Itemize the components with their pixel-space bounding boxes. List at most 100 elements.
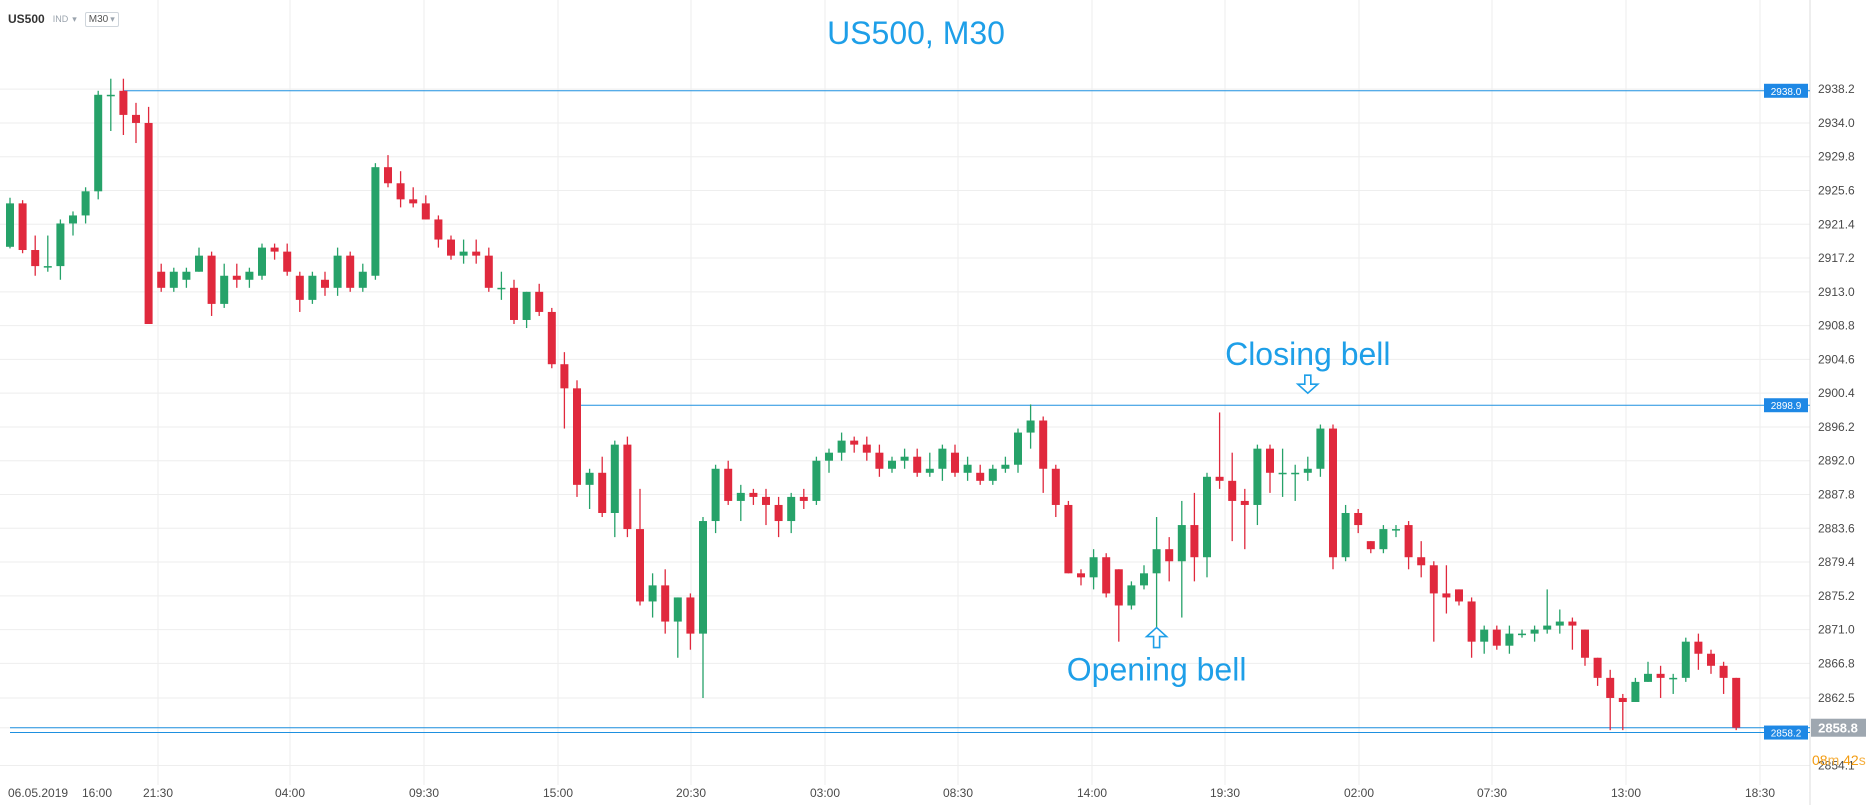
candle-bullish xyxy=(1518,629,1526,638)
candle-body xyxy=(447,239,455,256)
candle-body xyxy=(951,452,959,473)
candle-body xyxy=(749,492,758,497)
candle-body xyxy=(812,460,821,501)
candle-bullish xyxy=(258,243,266,280)
candle-bearish xyxy=(1064,500,1073,574)
candle-body xyxy=(1291,472,1300,475)
candle-body xyxy=(1039,420,1048,469)
candle-body xyxy=(938,448,947,469)
arrow-down-icon xyxy=(1295,374,1320,395)
candle-body xyxy=(333,255,342,288)
candle-bearish xyxy=(1366,541,1375,554)
candle-body xyxy=(371,167,380,276)
y-tick-label: 2875.2 xyxy=(1818,589,1855,603)
candle-body xyxy=(484,255,493,288)
candle-bearish xyxy=(661,569,670,634)
candle-body xyxy=(1719,665,1728,678)
candle-body xyxy=(1555,621,1564,626)
candle-bullish xyxy=(333,247,342,296)
y-tick-label: 2896.2 xyxy=(1818,420,1855,434)
candle-body xyxy=(1392,529,1400,531)
candle-body xyxy=(497,287,506,290)
candle-bearish xyxy=(1707,649,1715,674)
candle-bullish xyxy=(182,267,191,288)
candle-bearish xyxy=(1114,569,1123,642)
arrow-up-icon xyxy=(1144,626,1169,649)
chart-toolbar: US500 IND ▾ M30 ▾ xyxy=(8,8,119,30)
candle-body xyxy=(472,251,481,256)
candle-body xyxy=(711,468,720,522)
candle-bullish xyxy=(69,211,77,236)
candle-bullish xyxy=(900,448,909,469)
candle-body xyxy=(837,440,846,453)
x-tick-label: 04:00 xyxy=(275,786,305,800)
x-tick-label: 18:30 xyxy=(1745,786,1775,800)
chevron-down-icon: ▾ xyxy=(110,13,115,24)
candle-body xyxy=(384,167,392,184)
candle-body xyxy=(195,255,203,272)
candle-body xyxy=(825,452,833,461)
candle-body xyxy=(1114,569,1123,606)
candle-bearish xyxy=(913,448,922,477)
candle-bullish xyxy=(522,291,531,329)
y-tick-label: 2866.8 xyxy=(1818,656,1855,670)
candle-body xyxy=(1329,428,1337,558)
y-axis[interactable]: 2938.2 2934.0 2929.8 2925.6 2921.4 2917.2 2913… xyxy=(1818,82,1855,772)
candle-bullish xyxy=(736,484,745,522)
candle-body xyxy=(875,452,884,469)
candle-bearish xyxy=(1694,633,1703,670)
x-tick-label: 13:00 xyxy=(1611,786,1641,800)
candle-bullish xyxy=(938,444,947,481)
candle-body xyxy=(774,504,783,522)
candle-body xyxy=(56,223,65,267)
candle-bearish xyxy=(484,247,493,292)
candle-body xyxy=(560,364,569,389)
candle-body xyxy=(976,472,985,481)
candle-body xyxy=(169,271,178,288)
candle-body xyxy=(1568,621,1577,626)
candle-bullish xyxy=(1316,424,1325,477)
y-tick-label: 2871.0 xyxy=(1818,623,1855,637)
candle-bearish xyxy=(862,436,871,461)
candle-body xyxy=(409,199,418,204)
candle-bullish xyxy=(1681,637,1690,682)
timeframe-label: M30 xyxy=(88,13,109,25)
line-price-tag-bg xyxy=(1764,398,1808,413)
x-tick-label: 14:00 xyxy=(1077,786,1107,800)
y-tick-label: 2921.4 xyxy=(1818,217,1855,231)
candle-bearish xyxy=(1039,416,1048,493)
candle-bullish xyxy=(1291,464,1300,501)
timeframe-select[interactable]: M30 ▾ xyxy=(84,11,119,27)
candle-body xyxy=(295,275,304,300)
x-axis[interactable]: 06.05.2019 16:00 21:30 04:00 09:30 15:00 20:30… xyxy=(8,786,1775,800)
annotation-text: Opening bell xyxy=(1067,652,1247,688)
candle-body xyxy=(258,247,266,276)
candle-body xyxy=(535,291,544,312)
candle-body xyxy=(850,440,859,445)
candle-body xyxy=(308,275,317,300)
candle-bearish xyxy=(1266,444,1274,493)
candle-body xyxy=(1404,525,1413,558)
candle-body xyxy=(1467,601,1476,642)
candle-bullish xyxy=(1392,525,1400,538)
candle-bearish xyxy=(636,488,644,606)
candle-bullish xyxy=(6,197,14,249)
symbol-label[interactable]: US500 xyxy=(8,12,45,26)
candle-bearish xyxy=(951,444,959,477)
y-tick-label: 2900.4 xyxy=(1818,386,1855,400)
candle-body xyxy=(245,271,254,280)
candle-bearish xyxy=(232,263,241,288)
candle-body xyxy=(43,266,52,268)
candle-bullish xyxy=(371,163,380,280)
candle-bullish xyxy=(459,239,468,264)
candle-bullish xyxy=(1026,404,1035,449)
candle-body xyxy=(1581,629,1589,658)
y-tick-label: 2929.8 xyxy=(1818,150,1855,164)
line-price-tag: 2898.9 xyxy=(1771,401,1802,412)
horizontal-lines[interactable] xyxy=(10,90,1810,734)
y-tick-label: 2904.6 xyxy=(1818,352,1855,366)
candle-bearish xyxy=(119,78,128,136)
instrument-type[interactable]: IND ▾ xyxy=(53,14,77,25)
x-tick-label: 09:30 xyxy=(409,786,439,800)
